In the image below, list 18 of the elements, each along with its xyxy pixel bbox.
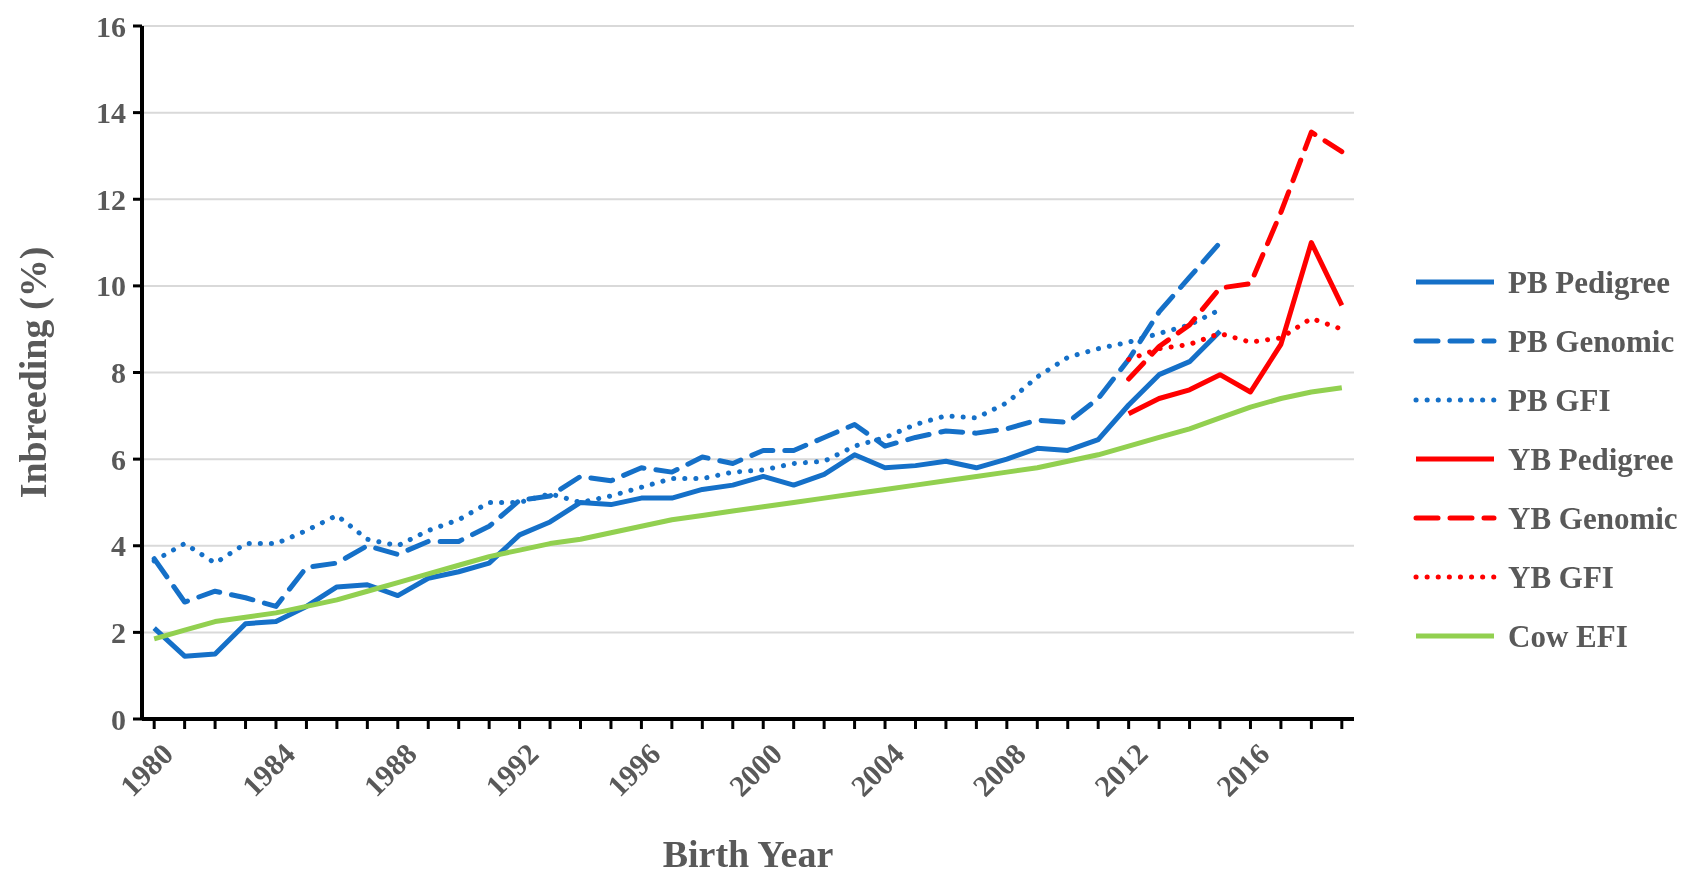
legend-label: YB GFI [1508,559,1614,595]
y-axis-title: Inbreeding (%) [12,246,55,499]
y-tick-label: 14 [96,96,126,130]
x-axis-title: Birth Year [662,833,834,875]
y-tick-label: 8 [111,356,126,389]
legend-label: YB Genomic [1508,500,1678,536]
y-tick-label: 0 [111,702,126,736]
legend-label: PB Pedigree [1508,264,1671,300]
legend-label: PB GFI [1508,382,1611,418]
y-tick-label: 4 [111,529,126,563]
y-tick-label: 12 [96,182,126,216]
legend-label: PB Genomic [1508,323,1675,359]
y-tick-label: 6 [111,442,126,476]
y-tick-label: 16 [96,9,126,43]
y-tick-label: 10 [96,269,126,303]
legend-label: Cow EFI [1508,618,1628,654]
legend-label: YB Pedigree [1508,441,1674,477]
y-tick-label: 2 [111,615,126,649]
